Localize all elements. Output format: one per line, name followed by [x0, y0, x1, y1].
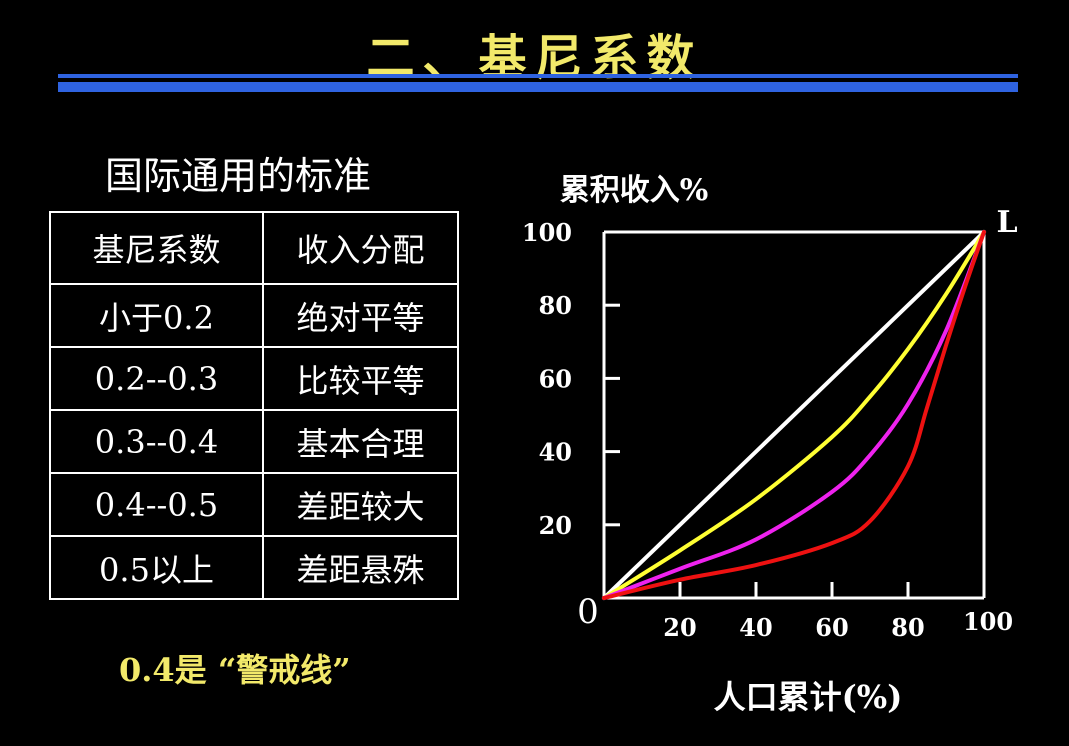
x-tick-label: 60 — [815, 613, 848, 642]
x-tick-label: 40 — [739, 613, 772, 642]
table-row: 0.5以上 差距悬殊 — [49, 535, 459, 600]
y-tick-label: 20 — [539, 511, 572, 540]
y-axis-label: 累积收入% — [560, 173, 709, 208]
cell-distribution: 基本合理 — [262, 409, 459, 474]
table-row: 0.4--0.5 差距较大 — [49, 472, 459, 537]
y-tick-label: 100 — [522, 218, 572, 247]
origin-label: 0 — [577, 592, 599, 632]
cell-distribution: 绝对平等 — [262, 283, 459, 348]
cell-gini: 小于0.2 — [49, 283, 264, 348]
standard-subtitle: 国际通用的标准 — [105, 154, 372, 198]
x-tick-label: 20 — [663, 613, 696, 642]
cell-gini: 0.3--0.4 — [49, 409, 264, 474]
header-gini: 基尼系数 — [49, 211, 264, 285]
cell-distribution: 比较平等 — [262, 346, 459, 411]
title-underline-thick — [58, 82, 1018, 92]
title-underline-thin — [58, 74, 1018, 78]
x-tick-label: 80 — [891, 613, 924, 642]
gini-standard-table: 基尼系数 收入分配 小于0.2 绝对平等 0.2--0.3 比较平等 0.3--… — [49, 211, 459, 600]
cell-distribution: 差距较大 — [262, 472, 459, 537]
y-tick-label: 60 — [539, 364, 572, 393]
table-row: 0.3--0.4 基本合理 — [49, 409, 459, 474]
cell-gini: 0.5以上 — [49, 535, 264, 600]
table-row: 小于0.2 绝对平等 — [49, 283, 459, 348]
series-yellow-curve — [602, 230, 986, 600]
series-red-curve — [602, 230, 986, 600]
cell-gini: 0.2--0.3 — [49, 346, 264, 411]
x-axis-label: 人口累计(%) — [714, 678, 903, 716]
cell-gini: 0.4--0.5 — [49, 472, 264, 537]
table-header-row: 基尼系数 收入分配 — [49, 211, 459, 285]
series-equality-line — [602, 230, 986, 600]
table-row: 0.2--0.3 比较平等 — [49, 346, 459, 411]
cell-distribution: 差距悬殊 — [262, 535, 459, 600]
warning-line-note: 0.4是 “警戒线” — [119, 651, 351, 689]
y-tick-label: 40 — [539, 438, 572, 467]
corner-label-L: L — [996, 205, 1017, 240]
y-tick-label: 80 — [539, 291, 572, 320]
x-tick-label: 100 — [963, 607, 1013, 636]
series-magenta-curve — [602, 230, 986, 600]
header-distribution: 收入分配 — [262, 211, 459, 285]
